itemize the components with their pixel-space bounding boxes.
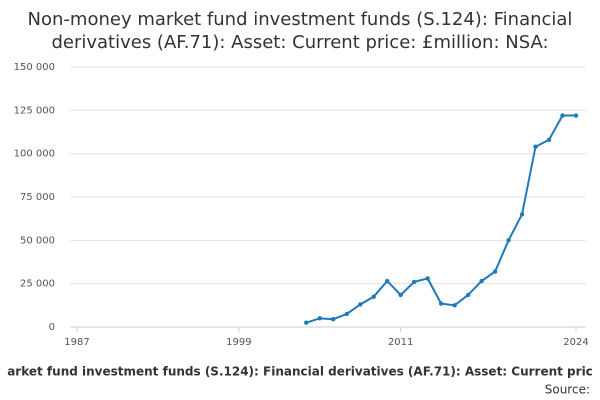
data-point (560, 113, 565, 118)
data-point (438, 301, 444, 306)
data-point (546, 137, 552, 142)
y-tick-label: 0 (49, 322, 55, 333)
data-point (371, 294, 376, 299)
data-point (452, 303, 457, 308)
data-point (344, 311, 349, 317)
x-tick-label: 1987 (64, 337, 89, 348)
data-point (358, 302, 363, 307)
x-tick-label: 2011 (388, 337, 413, 348)
data-point (425, 276, 430, 281)
y-tick-label: 100 000 (14, 149, 55, 160)
data-point (519, 212, 525, 217)
data-point (411, 279, 417, 285)
data-point (465, 292, 471, 298)
chart-title: Non-money market fund investment funds (… (28, 9, 573, 30)
footer-title: arket fund investment funds (S.124): Fin… (7, 365, 593, 379)
data-point (398, 292, 403, 298)
x-tick-label: 1999 (226, 337, 251, 348)
y-tick-label: 150 000 (14, 62, 55, 73)
data-point (384, 278, 390, 284)
data-point (331, 317, 336, 322)
data-point (492, 269, 498, 274)
source-label: Source: (545, 383, 590, 397)
data-point (506, 238, 511, 243)
data-point (573, 113, 579, 118)
x-tick-label: 2024 (563, 337, 588, 348)
data-point (479, 278, 484, 284)
data-point (533, 144, 538, 149)
y-tick-label: 125 000 (14, 105, 55, 116)
chart-title: derivatives (AF.71): Asset: Current pric… (51, 32, 548, 53)
y-tick-label: 25 000 (20, 279, 55, 290)
data-point (317, 316, 322, 321)
y-tick-label: 75 000 (20, 192, 55, 203)
data-point (304, 320, 309, 325)
y-tick-label: 50 000 (20, 235, 55, 246)
